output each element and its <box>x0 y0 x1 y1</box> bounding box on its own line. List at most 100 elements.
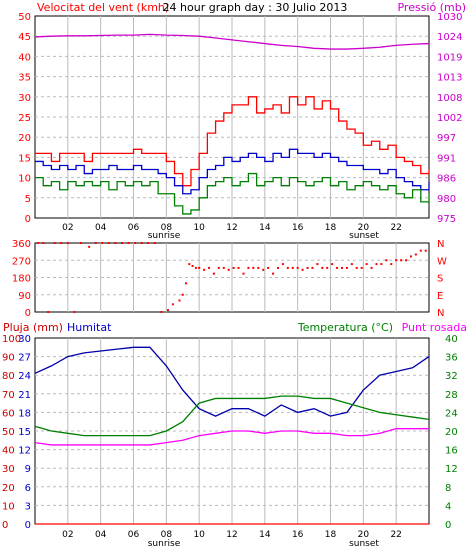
wind-direction-point <box>340 266 343 269</box>
wind-direction-point <box>350 263 353 266</box>
wind-direction-point <box>217 266 220 269</box>
wind-direction-point <box>336 266 339 269</box>
direction-degree-tick-label: 360 <box>12 239 31 250</box>
wind-direction-point <box>316 263 319 266</box>
gust-series-line <box>35 96 430 187</box>
humidity-tick-label: 15 <box>18 427 31 438</box>
wind-direction-point <box>360 266 363 269</box>
wind-direction-point <box>301 268 304 271</box>
direction-compass-tick-label: N <box>437 239 444 250</box>
wind-direction-point <box>191 265 194 267</box>
pressure-tick-label: 991 <box>437 153 456 164</box>
wind-direction-point <box>227 268 230 271</box>
panel3-hour-tick-labels: 02 04 06 08 10 12 14 16 18 20 22 <box>62 530 402 540</box>
wind-direction-point <box>267 266 270 269</box>
hour-tick-label: 18 <box>325 530 337 540</box>
wind-speed-tick-label: 5 <box>25 194 31 205</box>
wind-direction-point <box>405 259 408 262</box>
hour-tick-label: 12 <box>226 530 237 540</box>
wind-direction-point <box>166 309 169 312</box>
rain-tick-label: 30 <box>2 464 15 475</box>
direction-degree-tick-label: 90 <box>18 291 31 302</box>
direction-degree-tick-label: 180 <box>12 274 31 285</box>
hour-tick-label: 08 <box>161 530 173 540</box>
wind-direction-point <box>306 266 309 269</box>
wind-direction-point <box>272 272 275 275</box>
rain-tick-label: 80 <box>2 371 15 382</box>
hour-tick-label: 12 <box>226 223 237 233</box>
hour-tick-label: 14 <box>259 223 271 233</box>
wind-direction-point <box>419 249 422 252</box>
rain-tick-label: 50 <box>2 427 15 438</box>
panel1-series <box>34 33 430 215</box>
wind-direction-point <box>42 242 45 244</box>
wind-direction-point <box>194 266 197 269</box>
wind-direction-point <box>121 242 124 244</box>
pressure-tick-label: 986 <box>437 174 456 185</box>
wind-direction-point <box>370 266 373 269</box>
wind-direction-point <box>237 266 240 269</box>
hour-tick-label: 10 <box>193 530 205 540</box>
temperature-tick-label: 40 <box>445 334 458 345</box>
wind-direction-point <box>185 282 188 285</box>
temperature-tick-label: 28 <box>445 390 458 401</box>
pressure-tick-label: 1030 <box>437 12 462 23</box>
dewpoint-axis-label: Punt rosada <box>402 321 467 334</box>
humidity-tick-label: 24 <box>18 371 31 382</box>
temperature-tick-label: 0 <box>445 520 451 531</box>
humidity-tick-label: 30 <box>18 334 31 345</box>
direction-compass-tick-label: W <box>437 256 447 267</box>
rain-tick-labels: 0 10 20 30 40 50 60 70 80 90 100 <box>2 334 21 531</box>
temperature-series-line <box>34 395 430 437</box>
rain-tick-label: 20 <box>2 483 15 494</box>
wind-direction-point <box>296 266 299 269</box>
panel3-series <box>34 346 430 525</box>
pressure-tick-label: 1013 <box>437 73 462 84</box>
wind-speed-tick-label: 0 <box>25 214 31 225</box>
rain-tick-label: 70 <box>2 390 15 401</box>
hour-tick-label: 04 <box>95 223 107 233</box>
wind_min-series-line <box>35 172 430 215</box>
wind-direction-point <box>424 249 427 252</box>
wind-speed-tick-label: 50 <box>18 12 31 23</box>
wind-direction-point <box>390 263 393 266</box>
pressure-tick-label: 1024 <box>437 32 462 43</box>
wind-direction-point <box>153 242 156 244</box>
humidity-temperature-panel: Pluja (mm) Humitat Temperatura (°C) Punt… <box>2 321 467 549</box>
panel2-grid <box>35 243 429 312</box>
dewpoint-series-line <box>34 428 429 446</box>
hour-tick-label: 20 <box>358 223 370 233</box>
pressure-series-line <box>34 33 430 50</box>
temperature-axis-label: Temperatura (°C) <box>297 321 393 334</box>
hour-tick-label: 14 <box>259 530 271 540</box>
pressure-tick-label: 975 <box>437 214 456 225</box>
wind-speed-tick-label: 20 <box>18 133 31 144</box>
pressure-tick-labels: 975 980 986 991 997 1002 1008 1013 1019 1024 1030 <box>437 12 462 225</box>
panel3-sunrise-label: sunrise <box>148 539 181 549</box>
humidity-tick-label: 0 <box>25 520 31 531</box>
wind-direction-point <box>365 263 368 266</box>
wind-direction-point <box>409 255 412 258</box>
hour-tick-label: 22 <box>390 223 401 233</box>
wind-direction-point <box>101 242 104 244</box>
wind-direction-point <box>385 259 388 262</box>
temperature-tick-label: 4 <box>445 501 451 512</box>
wind-direction-point <box>232 266 235 269</box>
direction-compass-tick-label: E <box>437 291 443 302</box>
rain-tick-label: 0 <box>2 520 8 531</box>
wind-direction-point <box>47 311 50 313</box>
wind-direction-point <box>140 242 143 244</box>
rain-tick-label: 90 <box>2 353 15 364</box>
humidity-tick-label: 6 <box>25 483 31 494</box>
wind-direction-point <box>53 242 56 244</box>
temperature-tick-label: 16 <box>445 446 458 457</box>
temperature-tick-label: 36 <box>445 353 458 364</box>
temperature-tick-labels: 0 4 8 12 16 20 24 28 32 36 40 <box>445 334 458 531</box>
wind-direction-point <box>212 272 215 275</box>
pressure-tick-label: 1008 <box>437 93 462 104</box>
panel3-sunset-label: sunset <box>349 539 379 549</box>
hour-tick-label: 02 <box>62 223 73 233</box>
temperature-tick-label: 8 <box>445 483 451 494</box>
wind-direction-point <box>171 303 174 306</box>
wind-direction-points <box>37 242 427 313</box>
